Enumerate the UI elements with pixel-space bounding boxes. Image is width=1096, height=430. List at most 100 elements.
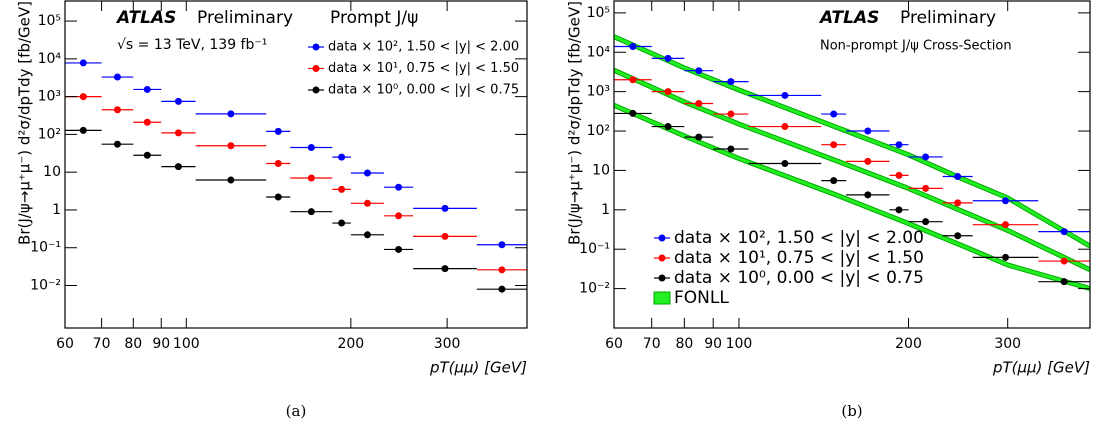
y-tick-label: 10⁵ [38, 13, 61, 29]
legend-marker [312, 65, 320, 72]
y-axis-label: Br(J/ψ→μ⁺μ⁻) d²σ/dpTdy [fb/GeV] [16, 1, 34, 245]
annotation: Preliminary [197, 8, 293, 28]
data-point [1060, 278, 1068, 286]
data-point [664, 123, 672, 131]
data-point [1060, 228, 1068, 236]
x-tick-label: 90 [152, 336, 170, 352]
data-point [1060, 257, 1068, 265]
data-point [629, 76, 637, 84]
data-point [895, 141, 903, 149]
data-point [79, 59, 87, 67]
y-tick-label: 10⁴ [587, 44, 611, 60]
legend-swatch [653, 291, 671, 305]
legend-label: data × 10¹, 0.75 < |y| < 1.50 [328, 61, 519, 76]
legend-marker [658, 254, 666, 262]
data-point [79, 126, 87, 134]
x-tick-label: 90 [704, 336, 722, 352]
legend-label: data × 10², 1.50 < |y| < 2.00 [328, 40, 519, 55]
x-tick-label: 100 [726, 336, 753, 352]
y-tick-label: 10³ [38, 89, 61, 105]
data-point [695, 100, 703, 108]
frame [64, 0, 528, 329]
data-point [338, 185, 346, 193]
data-point [395, 245, 403, 253]
data-point [227, 176, 235, 184]
data-point [830, 141, 838, 149]
data-point [441, 204, 449, 212]
legend-marker [658, 234, 666, 242]
panel: 10⁵ 10⁴ 10³ 10² 10 1 10⁻¹ 10⁻² 60 70 80 90 100 200 300… [566, 0, 1091, 420]
y-tick-label: 1 [52, 202, 61, 218]
x-tick-label: 70 [643, 336, 661, 352]
data-point [1001, 253, 1009, 261]
y-tick-label: 10⁻² [579, 281, 610, 297]
x-tick-label: 60 [56, 336, 74, 352]
data-point [395, 183, 403, 191]
x-tick-label: 200 [337, 336, 364, 352]
data-point [274, 127, 282, 135]
data-point [143, 151, 151, 159]
caption: (b) [841, 402, 862, 420]
legend-label: FONLL [674, 288, 729, 308]
data-point [143, 118, 151, 126]
annotation: ATLAS [115, 8, 176, 28]
data-point [498, 285, 506, 293]
annotation: Preliminary [900, 8, 996, 28]
annotation: Prompt J/ψ [330, 8, 418, 28]
data-point [363, 231, 371, 239]
data-point [307, 174, 315, 182]
data-point [664, 88, 672, 96]
data-point [895, 171, 903, 179]
y-tick-label: 10³ [587, 84, 610, 100]
data-point [79, 93, 87, 101]
y-axis-label: Br(J/ψ→μ⁺μ⁻) d²σ/dpTdy [fb/GeV] [566, 1, 584, 245]
model-band-fill [614, 68, 1090, 272]
annotation: Non-prompt J/ψ Cross-Section [820, 39, 1012, 54]
y-tick-label: 10 [592, 162, 610, 178]
legend-marker [658, 274, 666, 282]
x-axis-label: pT(μμ) [GeV] [992, 359, 1090, 377]
data-point [864, 157, 872, 165]
data-point [395, 212, 403, 220]
plot-area [614, 34, 1090, 292]
data-point [727, 78, 735, 86]
y-tick-label: 10 [43, 164, 61, 180]
data-point [830, 110, 838, 118]
data-point [174, 129, 182, 137]
data-point [727, 145, 735, 153]
data-point [922, 184, 930, 192]
data-point [781, 159, 789, 167]
legend-label: data × 10², 1.50 < |y| < 2.00 [674, 228, 924, 248]
data-point [498, 266, 506, 274]
data-point [227, 110, 235, 118]
data-point [307, 208, 315, 216]
x-axis-label: pT(μμ) [GeV] [429, 359, 527, 377]
data-point [954, 173, 962, 181]
data-point [895, 206, 903, 214]
data-point [781, 123, 789, 131]
x-tick-label: 80 [675, 336, 693, 352]
data-point [864, 127, 872, 135]
panel: 10⁵ 10⁴ 10³ 10² 10 1 10⁻¹ 10⁻² 60 70 80 90 100 200 300… [16, 0, 528, 420]
legend-marker [312, 86, 320, 94]
data-point [338, 219, 346, 227]
x-tick-label: 60 [605, 336, 623, 352]
legend-label: data × 10⁰, 0.00 < |y| < 0.75 [674, 268, 924, 288]
y-tick-label: 10⁻² [30, 278, 61, 294]
data-point [922, 153, 930, 161]
data-point [113, 106, 121, 114]
data-point [174, 97, 182, 105]
legend-label: data × 10¹, 0.75 < |y| < 1.50 [674, 248, 924, 268]
caption: (a) [286, 402, 307, 420]
data-point [338, 153, 346, 161]
y-tick-label: 10⁻¹ [579, 241, 610, 257]
x-tick-label: 80 [124, 336, 142, 352]
data-point [830, 177, 838, 185]
y-tick-label: 10² [38, 126, 61, 142]
data-point [498, 241, 506, 249]
data-point [954, 232, 962, 240]
data-point [695, 133, 703, 141]
data-point [441, 265, 449, 273]
